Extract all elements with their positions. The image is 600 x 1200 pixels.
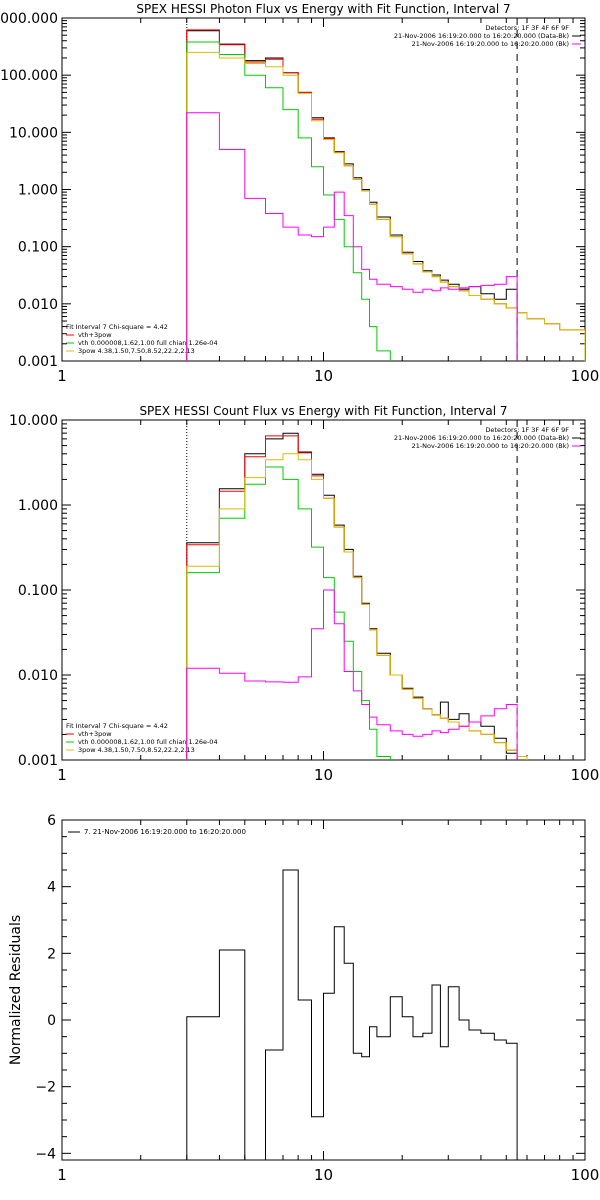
y-tick-label: 0 <box>47 1013 56 1029</box>
fit-legend-entry: Fit Interval 7 Chi-square = 4.42 <box>66 323 168 331</box>
series-3pow <box>186 453 528 760</box>
y-tick-label: 0.010 <box>18 297 58 313</box>
y-tick-label: 10.000 <box>9 125 58 141</box>
x-tick-label: 100 <box>571 367 600 385</box>
y-tick-label: 100.000 <box>0 68 58 84</box>
series-bk <box>186 112 518 361</box>
y-tick-label: −2 <box>35 1080 56 1096</box>
top-legend-entry: 21-Nov-2006 16:19:20.000 to 16:20:20.000… <box>412 40 569 48</box>
y-axis-label: Normalized Residuals <box>8 915 24 1065</box>
legend-entry: 7. 21-Nov-2006 16:19:20.000 to 16:20:20.… <box>84 828 246 836</box>
chart-title: SPEX HESSI Photon Flux vs Energy with Fi… <box>136 2 510 16</box>
y-tick-label: 10.000 <box>9 413 58 429</box>
y-tick-label: 0.100 <box>18 583 58 599</box>
top-legend-entry: 21-Nov-2006 16:19:20.000 to 16:20:20.000… <box>394 32 569 40</box>
y-tick-label: 0.010 <box>18 668 58 684</box>
series-3pow <box>186 51 585 361</box>
series-vth <box>186 41 391 361</box>
x-tick-label: 10 <box>314 766 333 784</box>
series-data-bk <box>186 30 518 361</box>
fit-legend-entry: 3pow 4.38,1.50,7.50,8.52,22.2,2.13 <box>78 746 195 754</box>
fit-legend-entry: vth+3pow <box>78 730 112 738</box>
fit-legend-entry: vth+3pow <box>78 331 112 339</box>
top-legend-entry: Detectors: 1F 3F 4F 6F 9F <box>485 426 569 434</box>
fit-legend-entry: vth 0.000008,1.62,1.00 full chian 1.26e-… <box>78 738 218 746</box>
x-tick-label: 100 <box>571 766 600 784</box>
chart-panel-1: SPEX HESSI Photon Flux vs Energy with Fi… <box>0 2 599 385</box>
y-tick-label: 0.001 <box>18 354 58 370</box>
chart-title: SPEX HESSI Count Flux vs Energy with Fit… <box>139 404 507 418</box>
top-legend-entry: 21-Nov-2006 16:19:20.000 to 16:20:20.000… <box>394 434 569 442</box>
x-tick-label: 1 <box>57 367 67 385</box>
chart-panel-3: 1 10 100 −4 −2 0 2 4 6 Normalized Residuals 7. 21-… <box>8 813 599 1184</box>
chart-panel-2: SPEX HESSI Count Flux vs Energy with Fit… <box>9 404 600 784</box>
series-vth-3pow <box>186 435 528 760</box>
x-tick-label: 100 <box>571 1166 600 1184</box>
series-7-21-nov-2006-16-19-20-000-to-16-20-20-000 <box>186 869 518 1160</box>
fit-legend-entry: 3pow 4.38,1.50,7.50,8.52,22.2,2.13 <box>78 347 195 355</box>
top-legend-entry: Detectors: 1F 3F 4F 6F 9F <box>485 24 569 32</box>
series-bk <box>186 589 518 760</box>
fit-legend-entry: vth 0.000008,1.62,1.00 full chian 1.26e-… <box>78 339 218 347</box>
y-tick-label: −4 <box>35 1146 56 1162</box>
top-legend-entry: 21-Nov-2006 16:19:20.000 to 16:20:20.000… <box>412 442 569 450</box>
y-tick-label: 0.100 <box>18 240 58 256</box>
y-tick-label: 1.000 <box>18 498 58 514</box>
y-tick-label: 2 <box>47 946 56 962</box>
y-tick-label: 4 <box>47 880 56 896</box>
y-tick-label: 0.001 <box>18 753 58 769</box>
x-tick-label: 1 <box>57 1166 67 1184</box>
x-tick-label: 10 <box>314 367 333 385</box>
x-tick-label: 10 <box>314 1166 333 1184</box>
series-vth-3pow <box>186 29 585 361</box>
y-tick-label: 1.000 <box>18 183 58 199</box>
fit-legend-entry: Fit Interval 7 Chi-square = 4.42 <box>66 722 168 730</box>
y-tick-label: 6 <box>47 813 56 829</box>
x-tick-label: 1 <box>57 766 67 784</box>
series-data-bk <box>186 432 518 760</box>
